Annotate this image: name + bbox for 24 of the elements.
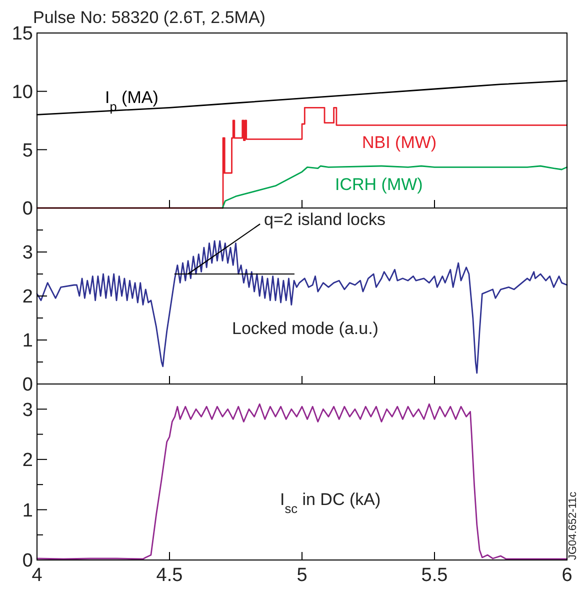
- y-tick-label: 5: [22, 140, 33, 162]
- y-tick-label: 1: [22, 500, 33, 522]
- y-tick-label: 0: [22, 198, 33, 220]
- y-tick-label: 0: [22, 550, 33, 572]
- chart-title: Pulse No: 58320 (2.6T, 2.5MA): [33, 8, 266, 27]
- y-tick-label: 0: [22, 374, 33, 396]
- x-tick-label: 4.5: [156, 565, 183, 586]
- series-label: NBI (MW): [362, 133, 437, 152]
- series-label: Locked mode (a.u.): [232, 319, 378, 338]
- x-tick-label: 5.5: [421, 565, 448, 586]
- annotation: q=2 island locks: [264, 210, 386, 229]
- x-tick-label: 6: [562, 565, 572, 586]
- y-tick-label: 3: [22, 400, 33, 421]
- y-tick-label: 3: [22, 242, 33, 264]
- x-tick-label: 5: [296, 565, 308, 586]
- text: I$_{sc}$ in DC (kA): [280, 490, 381, 516]
- annotation: JG04.652-11c: [567, 491, 578, 560]
- x-tick-label: 4: [32, 565, 43, 586]
- y-tick-label: 10: [12, 82, 33, 103]
- y-tick-label: 2: [22, 450, 33, 472]
- y-tick-label: 1: [22, 330, 33, 352]
- y-tick-label: 2: [22, 286, 33, 308]
- y-tick-label: 15: [12, 24, 33, 45]
- series-label: ICRH (MW): [335, 175, 423, 194]
